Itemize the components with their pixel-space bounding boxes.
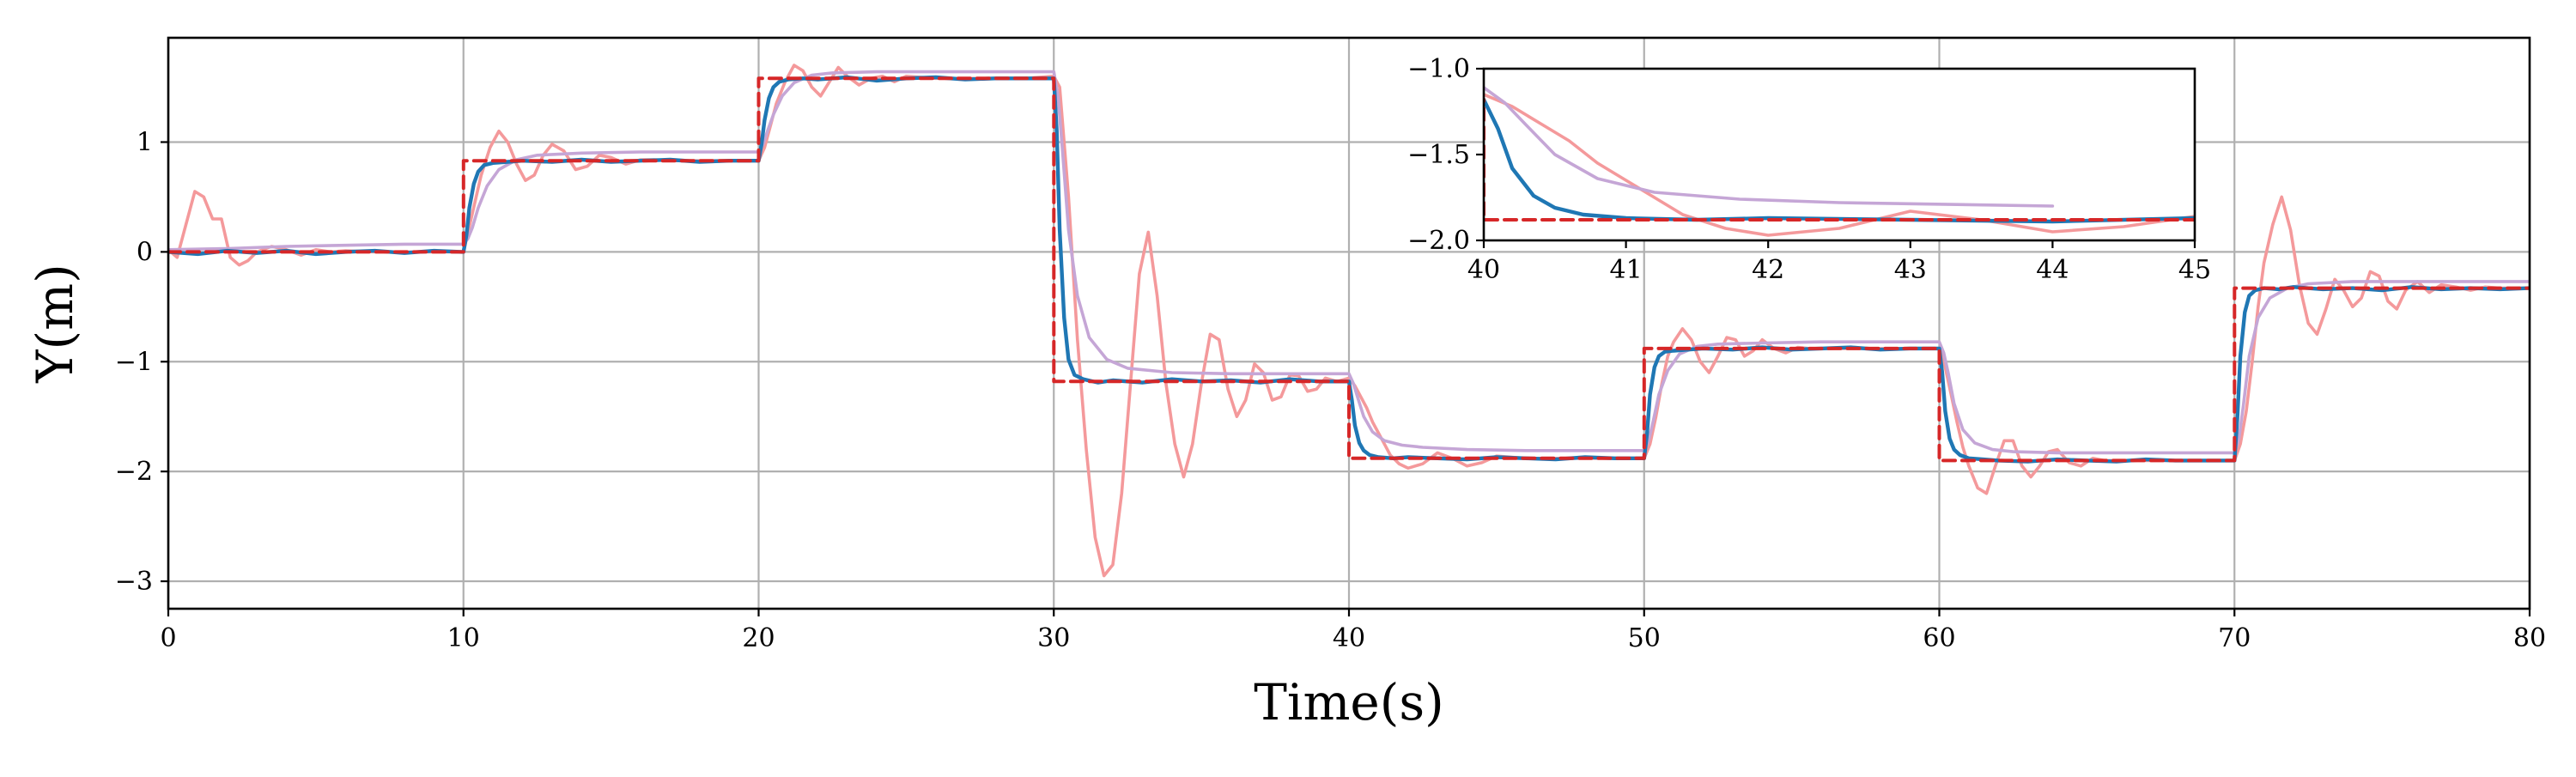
inset-zoom: 40 41 42 43 44 45 −1.0 −1.5 −2.0 (1407, 54, 2211, 285)
inset-x-tick-label: 41 (1610, 255, 1643, 285)
inset-x-tick-label: 40 (1467, 255, 1500, 285)
y-tick-label: −3 (115, 567, 153, 597)
inset-x-tick-label: 42 (1752, 255, 1784, 285)
x-tick-label: 20 (742, 623, 775, 653)
inset-y-tick-label: −1.5 (1407, 140, 1470, 170)
x-tick-label: 80 (2513, 623, 2546, 653)
reference-step-line (168, 76, 2530, 463)
inset-x-tick-label: 45 (2178, 255, 2211, 285)
y-axis-title: Y(m) (26, 264, 84, 384)
x-tick-label: 70 (2218, 623, 2251, 653)
x-tick-label: 30 (1037, 623, 1070, 653)
inset-y-tick-label: −1.0 (1407, 54, 1470, 84)
inset-x-tick-label: 44 (2036, 255, 2069, 285)
inset-background (1484, 69, 2195, 240)
x-tick-label: 0 (160, 623, 176, 653)
x-axis-title: Time(s) (1254, 673, 1444, 731)
inset-x-tick-label: 43 (1894, 255, 1927, 285)
inset-series-line-0 (1484, 93, 2195, 237)
series-line-1 (168, 70, 2530, 455)
x-tick-label: 50 (1628, 623, 1661, 653)
y-tick-label: −2 (115, 457, 153, 487)
inset-y-tick-label: −2.0 (1407, 226, 1470, 256)
x-tick-label: 60 (1923, 623, 1955, 653)
y-tick-label: 0 (137, 237, 153, 267)
main-plot-series (168, 64, 2530, 578)
inset-series-line-1 (1484, 86, 2055, 208)
y-tick-label: 1 (137, 127, 153, 157)
x-tick-label: 40 (1333, 623, 1365, 653)
y-tick-label: −1 (115, 347, 153, 377)
x-tick-label: 10 (447, 623, 480, 653)
